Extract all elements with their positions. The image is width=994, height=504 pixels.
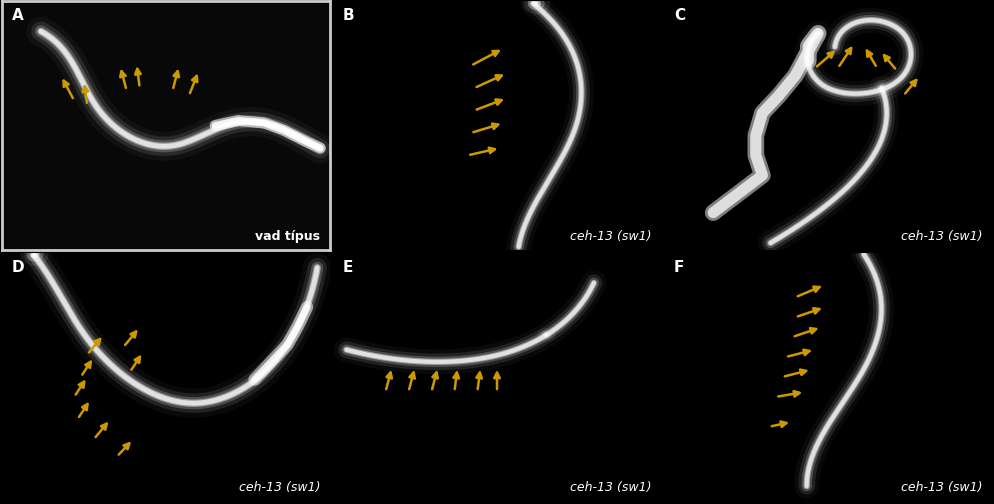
Polygon shape <box>34 254 36 256</box>
Polygon shape <box>546 334 547 335</box>
Text: ceh-13 (sw1): ceh-13 (sw1) <box>901 481 982 494</box>
Polygon shape <box>31 252 39 258</box>
Polygon shape <box>523 0 550 14</box>
Polygon shape <box>533 1 541 7</box>
Text: ceh-13 (sw1): ceh-13 (sw1) <box>901 229 982 242</box>
Polygon shape <box>542 331 551 338</box>
Text: ceh-13 (sw1): ceh-13 (sw1) <box>239 481 320 494</box>
Text: B: B <box>343 9 355 24</box>
Text: F: F <box>674 260 684 275</box>
Polygon shape <box>22 245 48 265</box>
Text: ceh-13 (sw1): ceh-13 (sw1) <box>570 481 651 494</box>
Text: ceh-13 (sw1): ceh-13 (sw1) <box>570 229 651 242</box>
Polygon shape <box>544 333 549 337</box>
Text: vad típus: vad típus <box>255 229 320 242</box>
Polygon shape <box>535 3 538 5</box>
Text: D: D <box>12 260 25 275</box>
Text: A: A <box>12 9 24 24</box>
Text: E: E <box>343 260 353 275</box>
Polygon shape <box>27 249 43 261</box>
Text: C: C <box>674 9 685 24</box>
Polygon shape <box>529 0 545 10</box>
